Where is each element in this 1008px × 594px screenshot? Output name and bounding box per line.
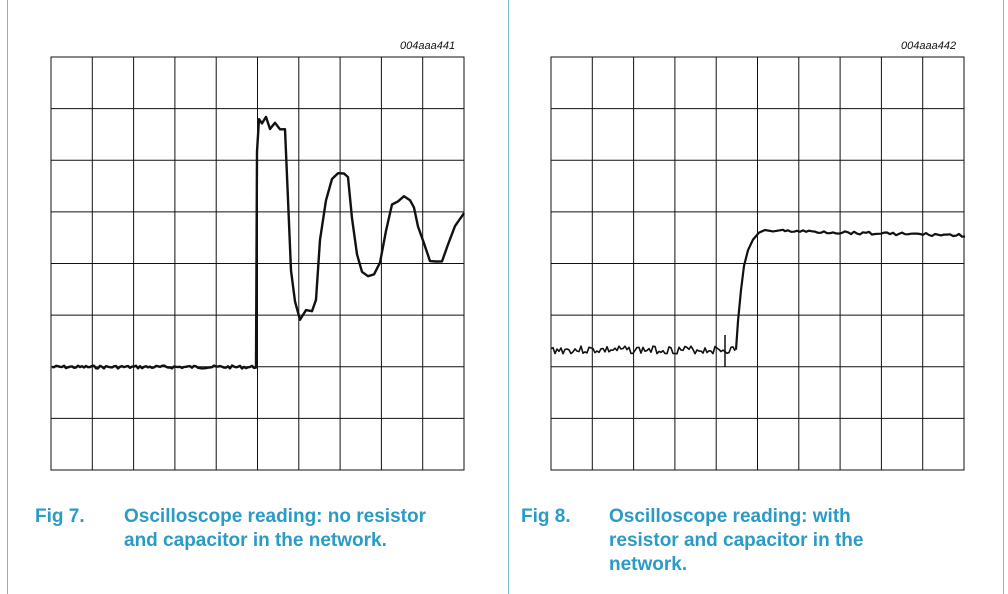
baseline-trace — [550, 345, 736, 355]
figure-7-caption: Fig 7. Oscilloscope reading: no resistor… — [35, 505, 485, 565]
figure-7-number: Fig 7. — [35, 506, 85, 527]
frame-divider-line — [508, 0, 509, 594]
figure-7-caption-text: Oscilloscope reading: no resistor and ca… — [124, 506, 426, 551]
figure-8-panel: 004aaa442 Fig 8. Oscilloscope reading: w… — [503, 0, 1006, 594]
figure-8-caption: Fig 8. Oscilloscope reading: with resist… — [521, 505, 981, 589]
figure-8-caption-text: Oscilloscope reading: with resistor and … — [609, 506, 864, 575]
ringing-trace — [51, 115, 465, 370]
figure-8-id-label: 004aaa442 — [901, 40, 957, 52]
figure-7-oscilloscope-plot — [50, 56, 465, 471]
frame-right-line — [1003, 0, 1004, 594]
figure-7-id-label: 004aaa441 — [400, 40, 456, 52]
settled-trace — [734, 228, 966, 350]
figure-8-oscilloscope-plot — [550, 56, 966, 471]
figure-7-panel: 004aaa441 Fig 7. Oscilloscope reading: n… — [0, 0, 503, 594]
figure-8-number: Fig 8. — [521, 506, 571, 527]
frame-left-line — [7, 0, 8, 594]
